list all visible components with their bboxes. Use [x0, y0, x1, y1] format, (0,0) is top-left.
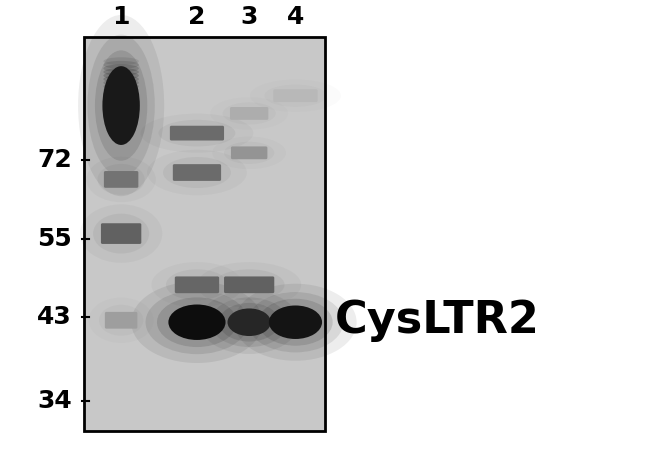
Text: 34: 34 [37, 389, 72, 413]
FancyBboxPatch shape [101, 223, 141, 244]
Ellipse shape [131, 281, 263, 363]
FancyBboxPatch shape [231, 146, 267, 159]
FancyBboxPatch shape [230, 107, 268, 120]
FancyBboxPatch shape [104, 171, 138, 188]
Bar [84, 37, 325, 431]
Text: CysLTR2: CysLTR2 [335, 299, 540, 342]
Ellipse shape [88, 35, 155, 176]
Ellipse shape [95, 51, 148, 161]
Text: 1: 1 [112, 5, 130, 29]
Ellipse shape [103, 93, 139, 101]
Ellipse shape [103, 89, 139, 97]
Text: 55: 55 [37, 227, 72, 250]
Text: 4: 4 [287, 5, 304, 29]
Ellipse shape [103, 72, 139, 80]
FancyBboxPatch shape [224, 277, 274, 293]
FancyBboxPatch shape [105, 312, 137, 329]
Ellipse shape [103, 57, 139, 65]
Ellipse shape [103, 75, 139, 83]
FancyBboxPatch shape [273, 89, 318, 102]
Text: 2: 2 [188, 5, 205, 29]
Ellipse shape [234, 284, 357, 361]
Ellipse shape [103, 82, 139, 90]
Ellipse shape [219, 303, 280, 342]
Text: 3: 3 [240, 5, 258, 29]
Text: 43: 43 [37, 305, 72, 329]
Ellipse shape [103, 79, 139, 87]
Ellipse shape [103, 86, 139, 94]
FancyBboxPatch shape [175, 277, 219, 293]
Ellipse shape [248, 292, 343, 352]
Ellipse shape [103, 66, 140, 145]
FancyBboxPatch shape [173, 164, 221, 181]
Ellipse shape [269, 306, 322, 339]
Ellipse shape [227, 308, 271, 336]
Ellipse shape [258, 299, 333, 346]
Ellipse shape [157, 297, 237, 347]
Ellipse shape [78, 15, 164, 196]
Ellipse shape [168, 305, 226, 340]
FancyBboxPatch shape [170, 126, 224, 140]
Ellipse shape [200, 291, 299, 354]
Ellipse shape [146, 290, 248, 354]
Text: 72: 72 [37, 148, 72, 172]
Ellipse shape [103, 61, 139, 69]
Ellipse shape [103, 97, 139, 104]
Ellipse shape [103, 68, 139, 76]
Ellipse shape [210, 297, 288, 347]
Ellipse shape [103, 65, 139, 73]
